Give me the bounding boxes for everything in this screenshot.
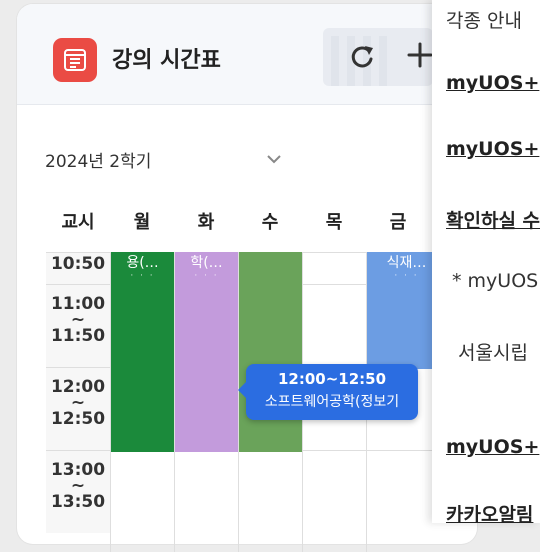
header-fri: 금	[389, 212, 407, 233]
notice-link[interactable]: myUOS+	[446, 72, 540, 94]
notice-link[interactable]: myUOS+	[446, 436, 540, 458]
period-cell: 12:00 ~ 12:50	[46, 368, 110, 450]
course-label: 학(…	[190, 255, 223, 271]
notice-panel: 각종 안내 myUOS+ myUOS+ 확인하실 수 * myUOS 서울시립 …	[432, 0, 540, 523]
period-start: 10:50	[50, 254, 106, 274]
notice-link[interactable]: 확인하실 수	[446, 210, 540, 232]
notice-link[interactable]: myUOS+	[446, 138, 540, 160]
tooltip-arrow	[238, 382, 246, 398]
semester-select[interactable]: 2024년 2학기	[45, 152, 152, 172]
course-block-tue[interactable]: 학(… · · ·	[175, 252, 238, 452]
course-sub: · · ·	[130, 271, 155, 281]
card-header: 강의 시간표	[17, 4, 477, 105]
header-thu: 목	[325, 212, 343, 233]
period-end: 11:50	[50, 326, 106, 346]
period-cell: 11:00 ~ 11:50	[46, 285, 110, 367]
plus-icon[interactable]	[405, 40, 435, 70]
card-title: 강의 시간표	[112, 48, 221, 73]
notice-row: 서울시립	[458, 342, 528, 364]
period-start: 13:00	[50, 460, 106, 480]
period-cell: 13:00 ~ 13:50	[46, 451, 110, 533]
period-sep: ~	[70, 476, 86, 496]
period-end: 13:50	[50, 492, 106, 512]
header-period: 교시	[61, 212, 95, 233]
course-block-mon[interactable]: 용(… · · ·	[111, 252, 174, 452]
course-sub: · · ·	[394, 271, 419, 281]
header-tue: 화	[197, 212, 215, 233]
header-mon: 월	[133, 212, 151, 233]
notice-link[interactable]: 카카오알림	[446, 504, 534, 523]
course-sub: · · ·	[194, 271, 219, 281]
tooltip-time: 12:00~12:50	[277, 370, 387, 388]
refresh-icon[interactable]	[347, 42, 377, 72]
schedule-icon	[53, 38, 97, 82]
course-tooltip: 12:00~12:50 소프트웨어공학(정보기	[238, 364, 418, 420]
course-label: 식재…	[386, 255, 427, 271]
course-label: 용(…	[126, 255, 159, 271]
grid-line	[110, 252, 111, 552]
notice-row: 각종 안내	[446, 10, 522, 32]
grid-line	[174, 252, 175, 552]
period-end: 12:50	[50, 409, 106, 429]
grid-line	[238, 252, 239, 552]
period-start: 12:00	[50, 377, 106, 397]
header-wed: 수	[261, 212, 279, 233]
tooltip-course: 소프트웨어공학(정보기	[264, 394, 400, 410]
background-illustration	[323, 28, 433, 86]
period-sep: ~	[70, 393, 86, 413]
chevron-down-icon[interactable]	[265, 150, 283, 168]
period-cell: 10:50	[46, 252, 110, 284]
period-start: 11:00	[50, 294, 106, 314]
period-sep: ~	[70, 310, 86, 330]
course-block-wed[interactable]	[239, 252, 302, 452]
notice-row: * myUOS	[452, 270, 539, 292]
